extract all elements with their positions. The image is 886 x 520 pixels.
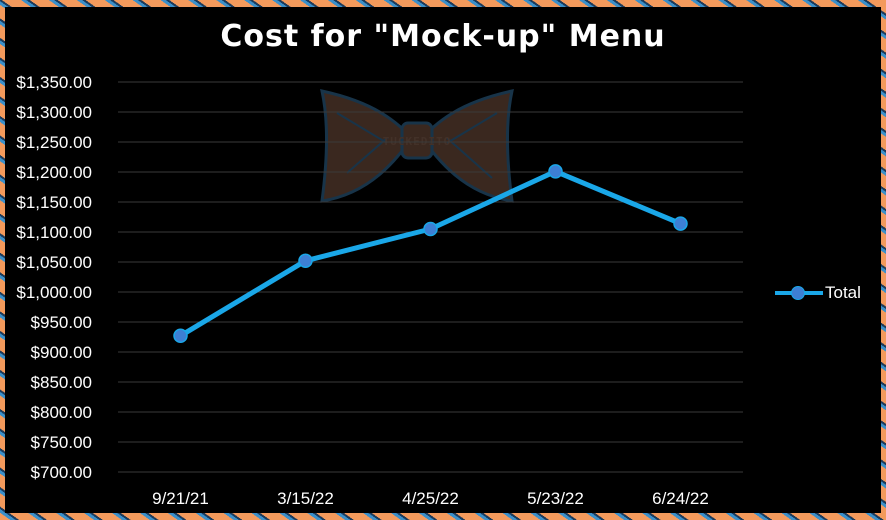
x-tick-label: 3/15/22 — [277, 489, 334, 508]
y-tick-label: $1,250.00 — [16, 133, 92, 152]
y-tick-label: $1,050.00 — [16, 253, 92, 272]
series-markers — [173, 164, 688, 344]
y-tick-label: $1,300.00 — [16, 103, 92, 122]
y-tick-label: $1,000.00 — [16, 283, 92, 302]
x-tick-label: 4/25/22 — [402, 489, 459, 508]
y-tick-label: $1,200.00 — [16, 163, 92, 182]
x-tick-label: 9/21/21 — [152, 489, 209, 508]
y-tick-label: $1,350.00 — [16, 73, 92, 92]
chart-area: TUCKEDITO $1,350.00 $1,300.00 $1,250.00 $1,… — [5, 7, 881, 513]
y-tick-label: $1,150.00 — [16, 193, 92, 212]
data-point-marker — [173, 328, 188, 344]
y-tick-label: $700.00 — [31, 463, 92, 482]
data-point-marker — [298, 253, 313, 269]
x-tick-label: 6/24/22 — [652, 489, 709, 508]
grid-lines — [118, 81, 743, 473]
data-point-marker — [548, 164, 563, 179]
data-point-marker — [423, 221, 438, 237]
chart-title: Cost for "Mock-up" Menu — [220, 19, 666, 54]
bow-tie-icon: TUCKEDITO — [317, 83, 517, 212]
y-tick-label: $750.00 — [31, 433, 92, 452]
y-tick-label: $950.00 — [31, 313, 92, 332]
data-point-marker — [673, 216, 688, 231]
y-tick-label: $900.00 — [31, 343, 92, 362]
x-axis-tick-labels: 9/21/21 3/15/22 4/25/22 5/23/22 6/24/22 — [152, 489, 709, 508]
legend-label-total: Total — [825, 283, 861, 302]
legend-swatch — [775, 283, 823, 303]
series-line-total — [178, 168, 683, 339]
y-tick-label: $800.00 — [31, 403, 92, 422]
chart-plot: $1,350.00 $1,300.00 $1,250.00 $1,200.00 $1,1… — [16, 73, 743, 508]
y-tick-label: $1,100.00 — [16, 223, 92, 242]
legend: Total — [775, 281, 861, 305]
x-tick-label: 5/23/22 — [527, 489, 584, 508]
y-axis-tick-labels: $1,350.00 $1,300.00 $1,250.00 $1,200.00 $1,1… — [16, 73, 92, 482]
y-tick-label: $850.00 — [31, 373, 92, 392]
